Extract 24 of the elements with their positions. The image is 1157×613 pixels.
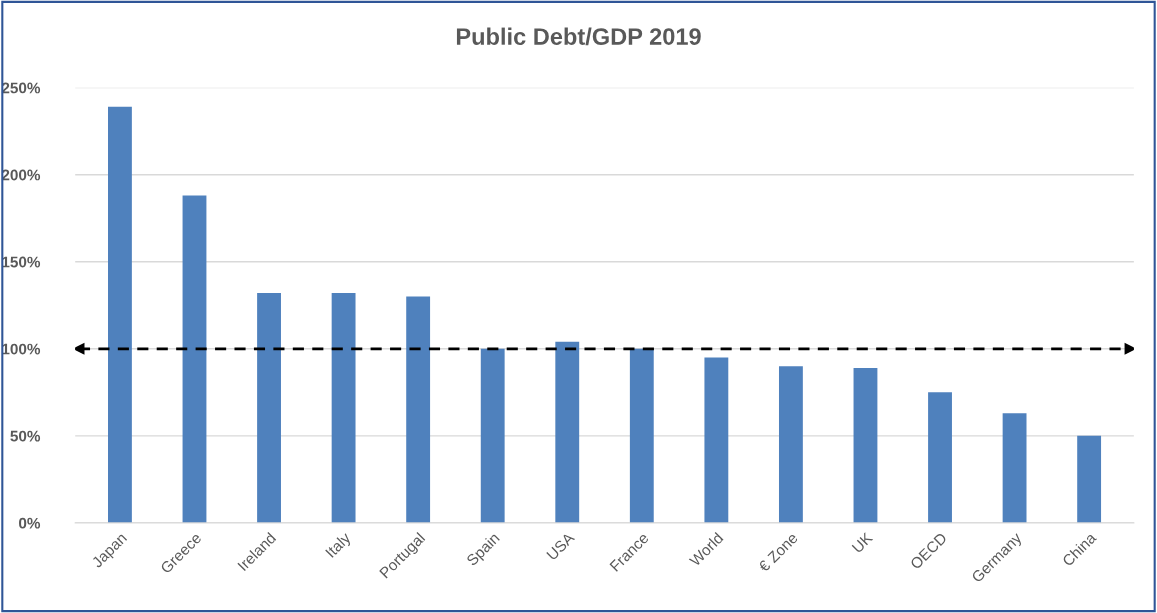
bar [480,348,505,523]
y-tick-label: 250% [1,82,41,94]
bar [331,293,356,523]
bar [778,366,803,523]
bar [629,348,654,523]
bar [1002,413,1027,523]
bar [182,195,207,523]
bar [555,341,580,523]
y-tick-label: 150% [2,256,41,268]
x-tick-label: UK [851,531,874,554]
bar [108,106,132,523]
x-tick-label: USA [546,531,576,561]
bar [853,367,878,523]
bar [406,296,431,523]
bar [704,357,729,523]
bar [1077,435,1102,523]
y-tick-label: 100% [2,343,41,355]
bar [257,293,281,523]
bar [928,392,952,523]
y-tick-label: 0% [19,517,41,529]
x-tick-label: Italy [324,531,354,561]
y-tick-label: 200% [1,169,41,181]
chart-title: Public Debt/GDP 2019 [456,27,701,46]
y-tick-label: 50% [10,430,41,442]
